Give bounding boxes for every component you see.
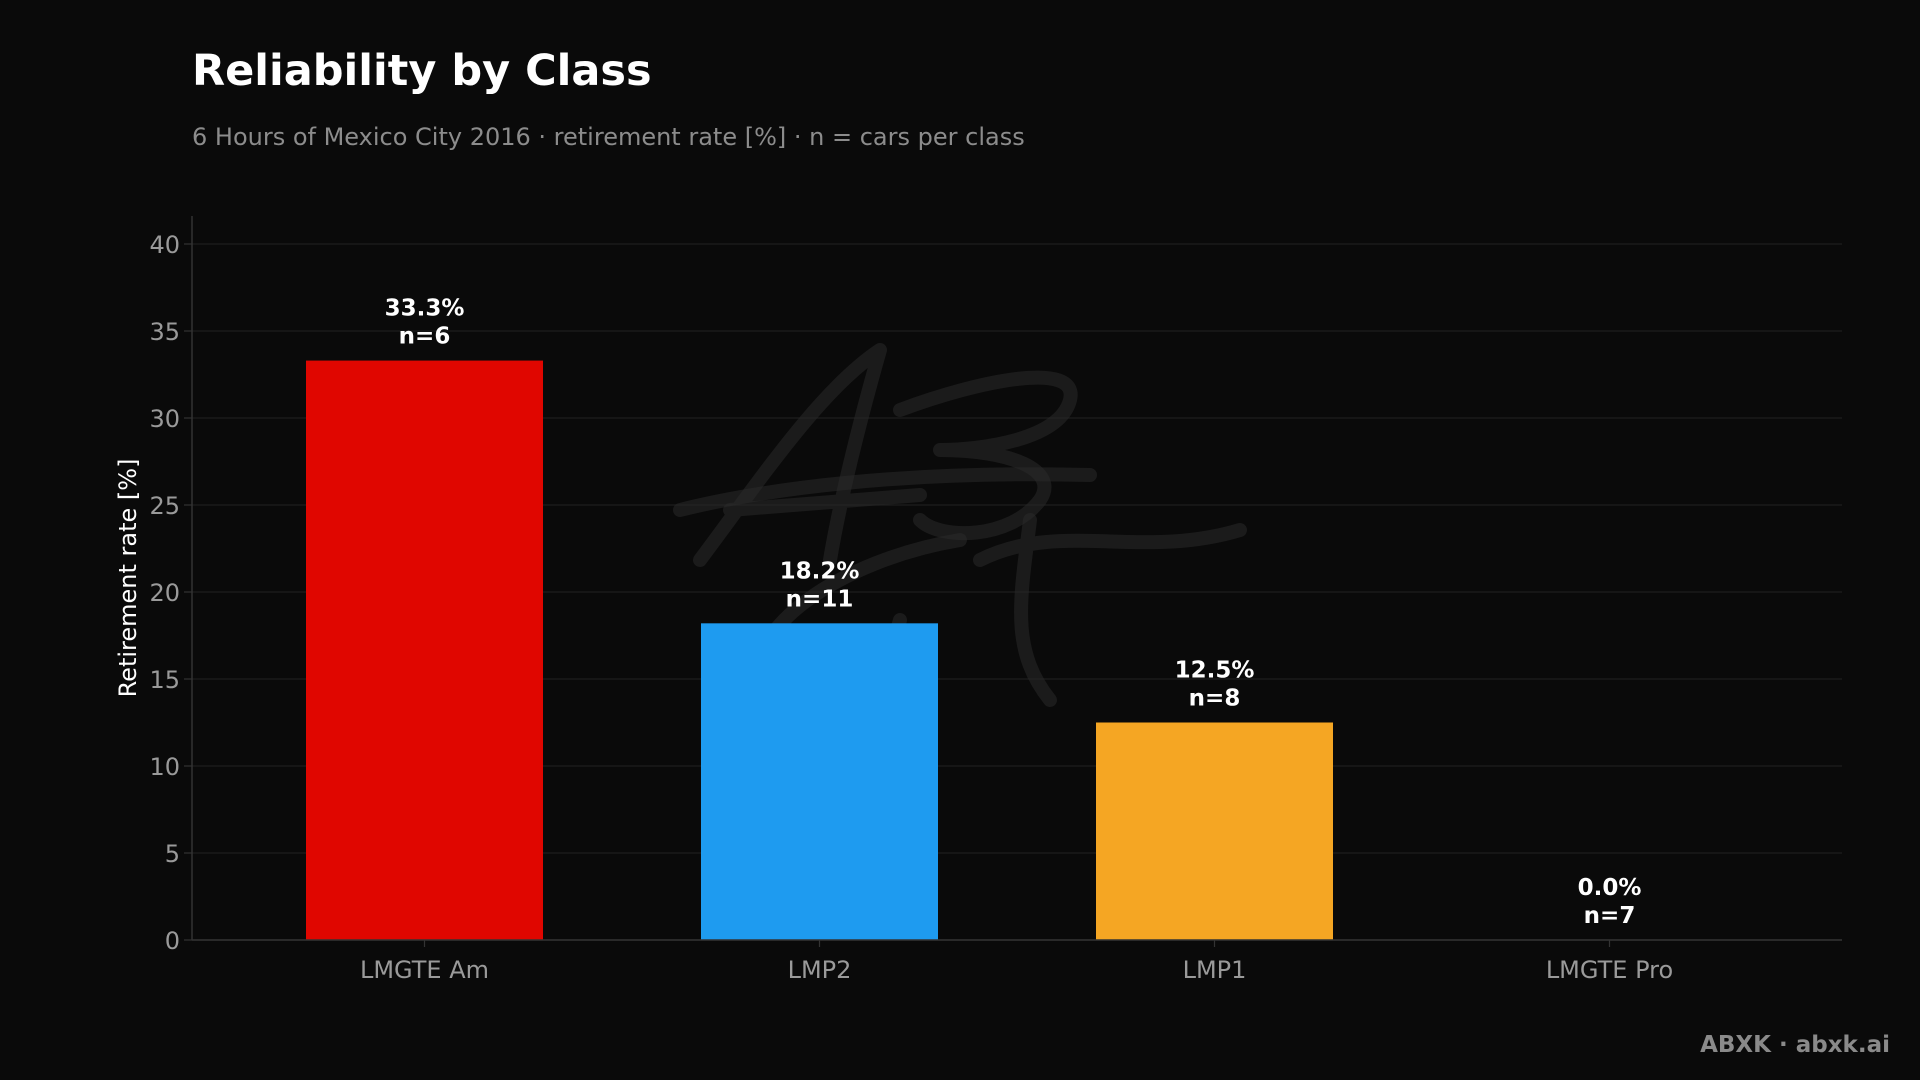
value-label: 18.2% <box>780 558 860 584</box>
y-tick-label: 35 <box>149 318 180 346</box>
x-tick-label: LMGTE Pro <box>1546 956 1673 984</box>
chart-subtitle: 6 Hours of Mexico City 2016 · retirement… <box>192 123 1025 151</box>
value-label: 12.5% <box>1175 658 1255 684</box>
x-tick-label: LMP2 <box>788 956 852 984</box>
chart-title: Reliability by Class <box>192 46 652 96</box>
count-label: n=7 <box>1584 903 1636 929</box>
y-tick-label: 30 <box>149 405 180 433</box>
data-labels-layer: 33.3%n=6 18.2%n=11 12.5%n=8 0.0%n=7 <box>385 296 1642 929</box>
y-tick-label: 20 <box>149 579 180 607</box>
y-tick-label: 0 <box>165 927 180 955</box>
axis-layer: 0 5 10 15 20 25 30 35 40 LMGTE Am LMP2 LMP1 LMGTE Pr… <box>149 216 1842 984</box>
count-label: n=8 <box>1189 686 1241 712</box>
value-label: 0.0% <box>1578 875 1642 901</box>
y-tick-label: 10 <box>149 753 180 781</box>
bar <box>306 360 543 941</box>
y-axis-label: Retirement rate [%] <box>114 459 142 698</box>
x-tick-label: LMP1 <box>1183 956 1247 984</box>
x-tick-label: LMGTE Am <box>360 956 489 984</box>
bars-layer <box>306 360 1333 941</box>
value-label: 33.3% <box>385 296 465 322</box>
y-tick-label: 5 <box>165 840 180 868</box>
count-label: n=11 <box>786 586 854 612</box>
y-tick-label: 40 <box>149 231 180 259</box>
y-tick-label: 25 <box>149 492 180 520</box>
y-tick-label: 15 <box>149 666 180 694</box>
bar <box>1096 722 1333 940</box>
count-label: n=6 <box>399 324 451 350</box>
bar <box>701 623 938 940</box>
footer-credit: ABXK · abxk.ai <box>1700 1032 1890 1058</box>
